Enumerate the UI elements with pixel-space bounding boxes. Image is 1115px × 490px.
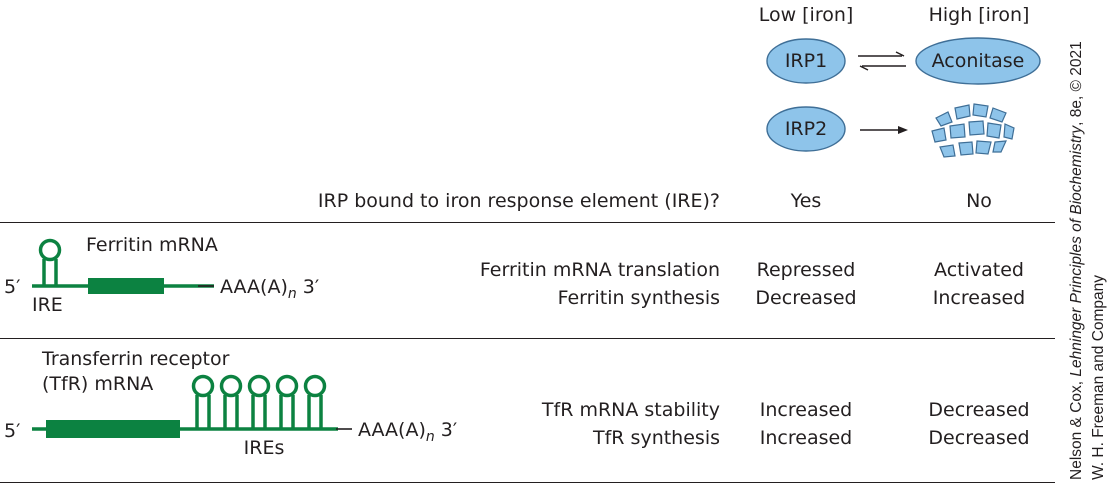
degraded-irp2-fragments <box>931 103 1015 158</box>
tfr-five-prime: 5′ <box>4 420 21 442</box>
ferritin-ire-label: IRE <box>32 294 63 316</box>
publisher-credit: Nelson & Cox, Lehninger Principles of Bi… <box>1068 41 1107 480</box>
ferritin-polya-tail: AAA(A)n 3′ <box>220 276 320 302</box>
tfr-ire-stem-loops <box>191 374 327 429</box>
credit-line-1: Nelson & Cox, Lehninger Principles of Bi… <box>1068 41 1085 480</box>
ferritin-translation-high: Activated <box>934 259 1024 281</box>
tfr-synthesis-high: Decreased <box>928 427 1030 449</box>
degradation-arrow <box>860 126 908 134</box>
high-iron-answer: No <box>966 190 992 212</box>
diagram-graphics <box>32 37 1041 438</box>
credit-line-2: W. H. Freeman and Company <box>1090 275 1107 480</box>
ferritin-coding-region <box>88 278 164 294</box>
tfr-stability-low: Increased <box>759 399 853 421</box>
ferritin-translation-low: Repressed <box>756 259 856 281</box>
tfr-synthesis-low: Increased <box>759 427 853 449</box>
tfr-stability-label: TfR mRNA stability <box>541 399 720 421</box>
low-iron-heading: Low [iron] <box>758 4 854 26</box>
ire-binding-question: IRP bound to iron response element (IRE)… <box>317 190 720 212</box>
ferritin-synthesis-label: Ferritin synthesis <box>557 287 720 309</box>
divider-bottom <box>0 482 1055 483</box>
equilibrium-arrows <box>858 51 906 71</box>
irp2-protein <box>766 106 846 152</box>
tfr-coding-region <box>46 420 180 438</box>
irp1-protein <box>766 38 846 84</box>
divider-top <box>0 222 1055 223</box>
high-iron-heading: High [iron] <box>928 4 1030 26</box>
divider-middle <box>0 338 1055 339</box>
ferritin-synthesis-low: Decreased <box>755 287 857 309</box>
tfr-mrna-label-line2: (TfR) mRNA <box>42 373 154 395</box>
ferritin-mrna <box>32 238 214 294</box>
tfr-synthesis-label: TfR synthesis <box>593 427 720 449</box>
tfr-ires-label: IREs <box>243 437 285 459</box>
irp2-label: IRP2 <box>784 118 828 140</box>
tfr-polya-tail: AAA(A)n 3′ <box>358 419 458 445</box>
ferritin-synthesis-high: Increased <box>932 287 1026 309</box>
irp1-label: IRP1 <box>784 50 828 72</box>
tfr-mrna <box>32 374 352 438</box>
tfr-stability-high: Decreased <box>928 399 1030 421</box>
ferritin-five-prime: 5′ <box>4 276 21 298</box>
tfr-mrna-label-line1: Transferrin receptor <box>42 348 230 370</box>
aconitase-protein <box>915 37 1041 85</box>
ferritin-translation-label: Ferritin mRNA translation <box>479 259 720 281</box>
aconitase-label: Aconitase <box>931 50 1025 72</box>
low-iron-answer: Yes <box>790 190 822 212</box>
ferritin-ire-stem-loop <box>38 238 62 286</box>
ferritin-mrna-label: Ferritin mRNA <box>86 234 218 256</box>
